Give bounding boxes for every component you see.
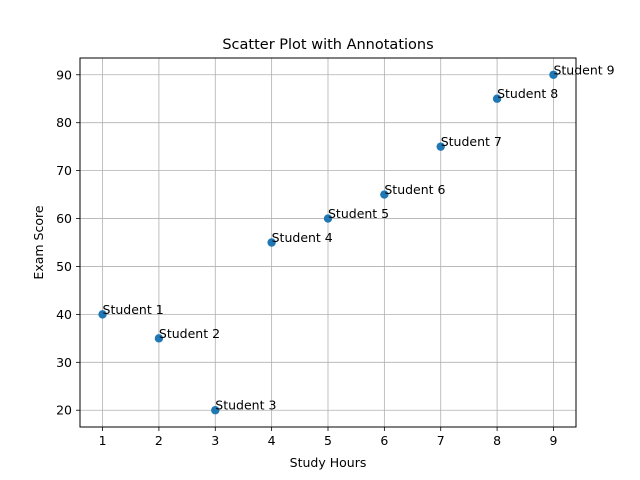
point-annotation: Student 7 [441, 134, 502, 149]
x-tick-label: 1 [99, 433, 107, 448]
y-tick-label: 60 [56, 211, 72, 226]
scatter-point [436, 142, 445, 151]
y-tick-label: 80 [56, 115, 72, 130]
x-tick-label: 5 [324, 433, 332, 448]
y-tick-label: 50 [56, 259, 72, 274]
point-annotation: Student 9 [553, 62, 614, 77]
x-axis-label: Study Hours [290, 455, 367, 470]
y-tick-label: 70 [56, 163, 72, 178]
point-annotation: Student 1 [103, 302, 164, 317]
axis-ticks: 1 2 3 4 5 6 7 8 9 20 30 40 50 60 70 80 90 [56, 67, 557, 448]
scatter-point [323, 214, 333, 223]
y-tick-label: 20 [56, 403, 72, 418]
x-tick-label: 7 [437, 433, 445, 448]
y-tick-label: 90 [56, 67, 72, 82]
scatter-point [549, 70, 558, 79]
y-tick-label: 30 [56, 355, 72, 370]
x-tick-label: 4 [268, 433, 276, 448]
point-annotations: Student 1 Student 2 Student 3 Student 4 Stud… [103, 62, 615, 412]
chart-title: Scatter Plot with Annotations [222, 37, 433, 53]
point-annotation: Student 5 [328, 206, 389, 221]
point-annotation: Student 3 [215, 398, 276, 413]
x-tick-label: 3 [211, 433, 219, 448]
point-annotation: Student 4 [272, 230, 333, 245]
x-tick-label: 9 [549, 433, 557, 448]
scatter-point [492, 94, 502, 103]
scatter-point [211, 406, 220, 415]
y-tick-label: 40 [56, 307, 72, 322]
x-tick-label: 2 [155, 433, 163, 448]
point-annotation: Student 2 [159, 326, 220, 341]
x-tick-label: 6 [380, 433, 388, 448]
scatter-point [98, 310, 107, 319]
scatter-point [154, 334, 164, 343]
scatter-point [380, 190, 389, 199]
point-annotation: Student 6 [384, 182, 445, 197]
point-annotation: Student 8 [497, 86, 558, 101]
x-tick-label: 8 [493, 433, 501, 448]
data-points [98, 70, 558, 415]
scatter-point [267, 238, 276, 247]
y-axis-label: Exam Score [31, 205, 46, 279]
